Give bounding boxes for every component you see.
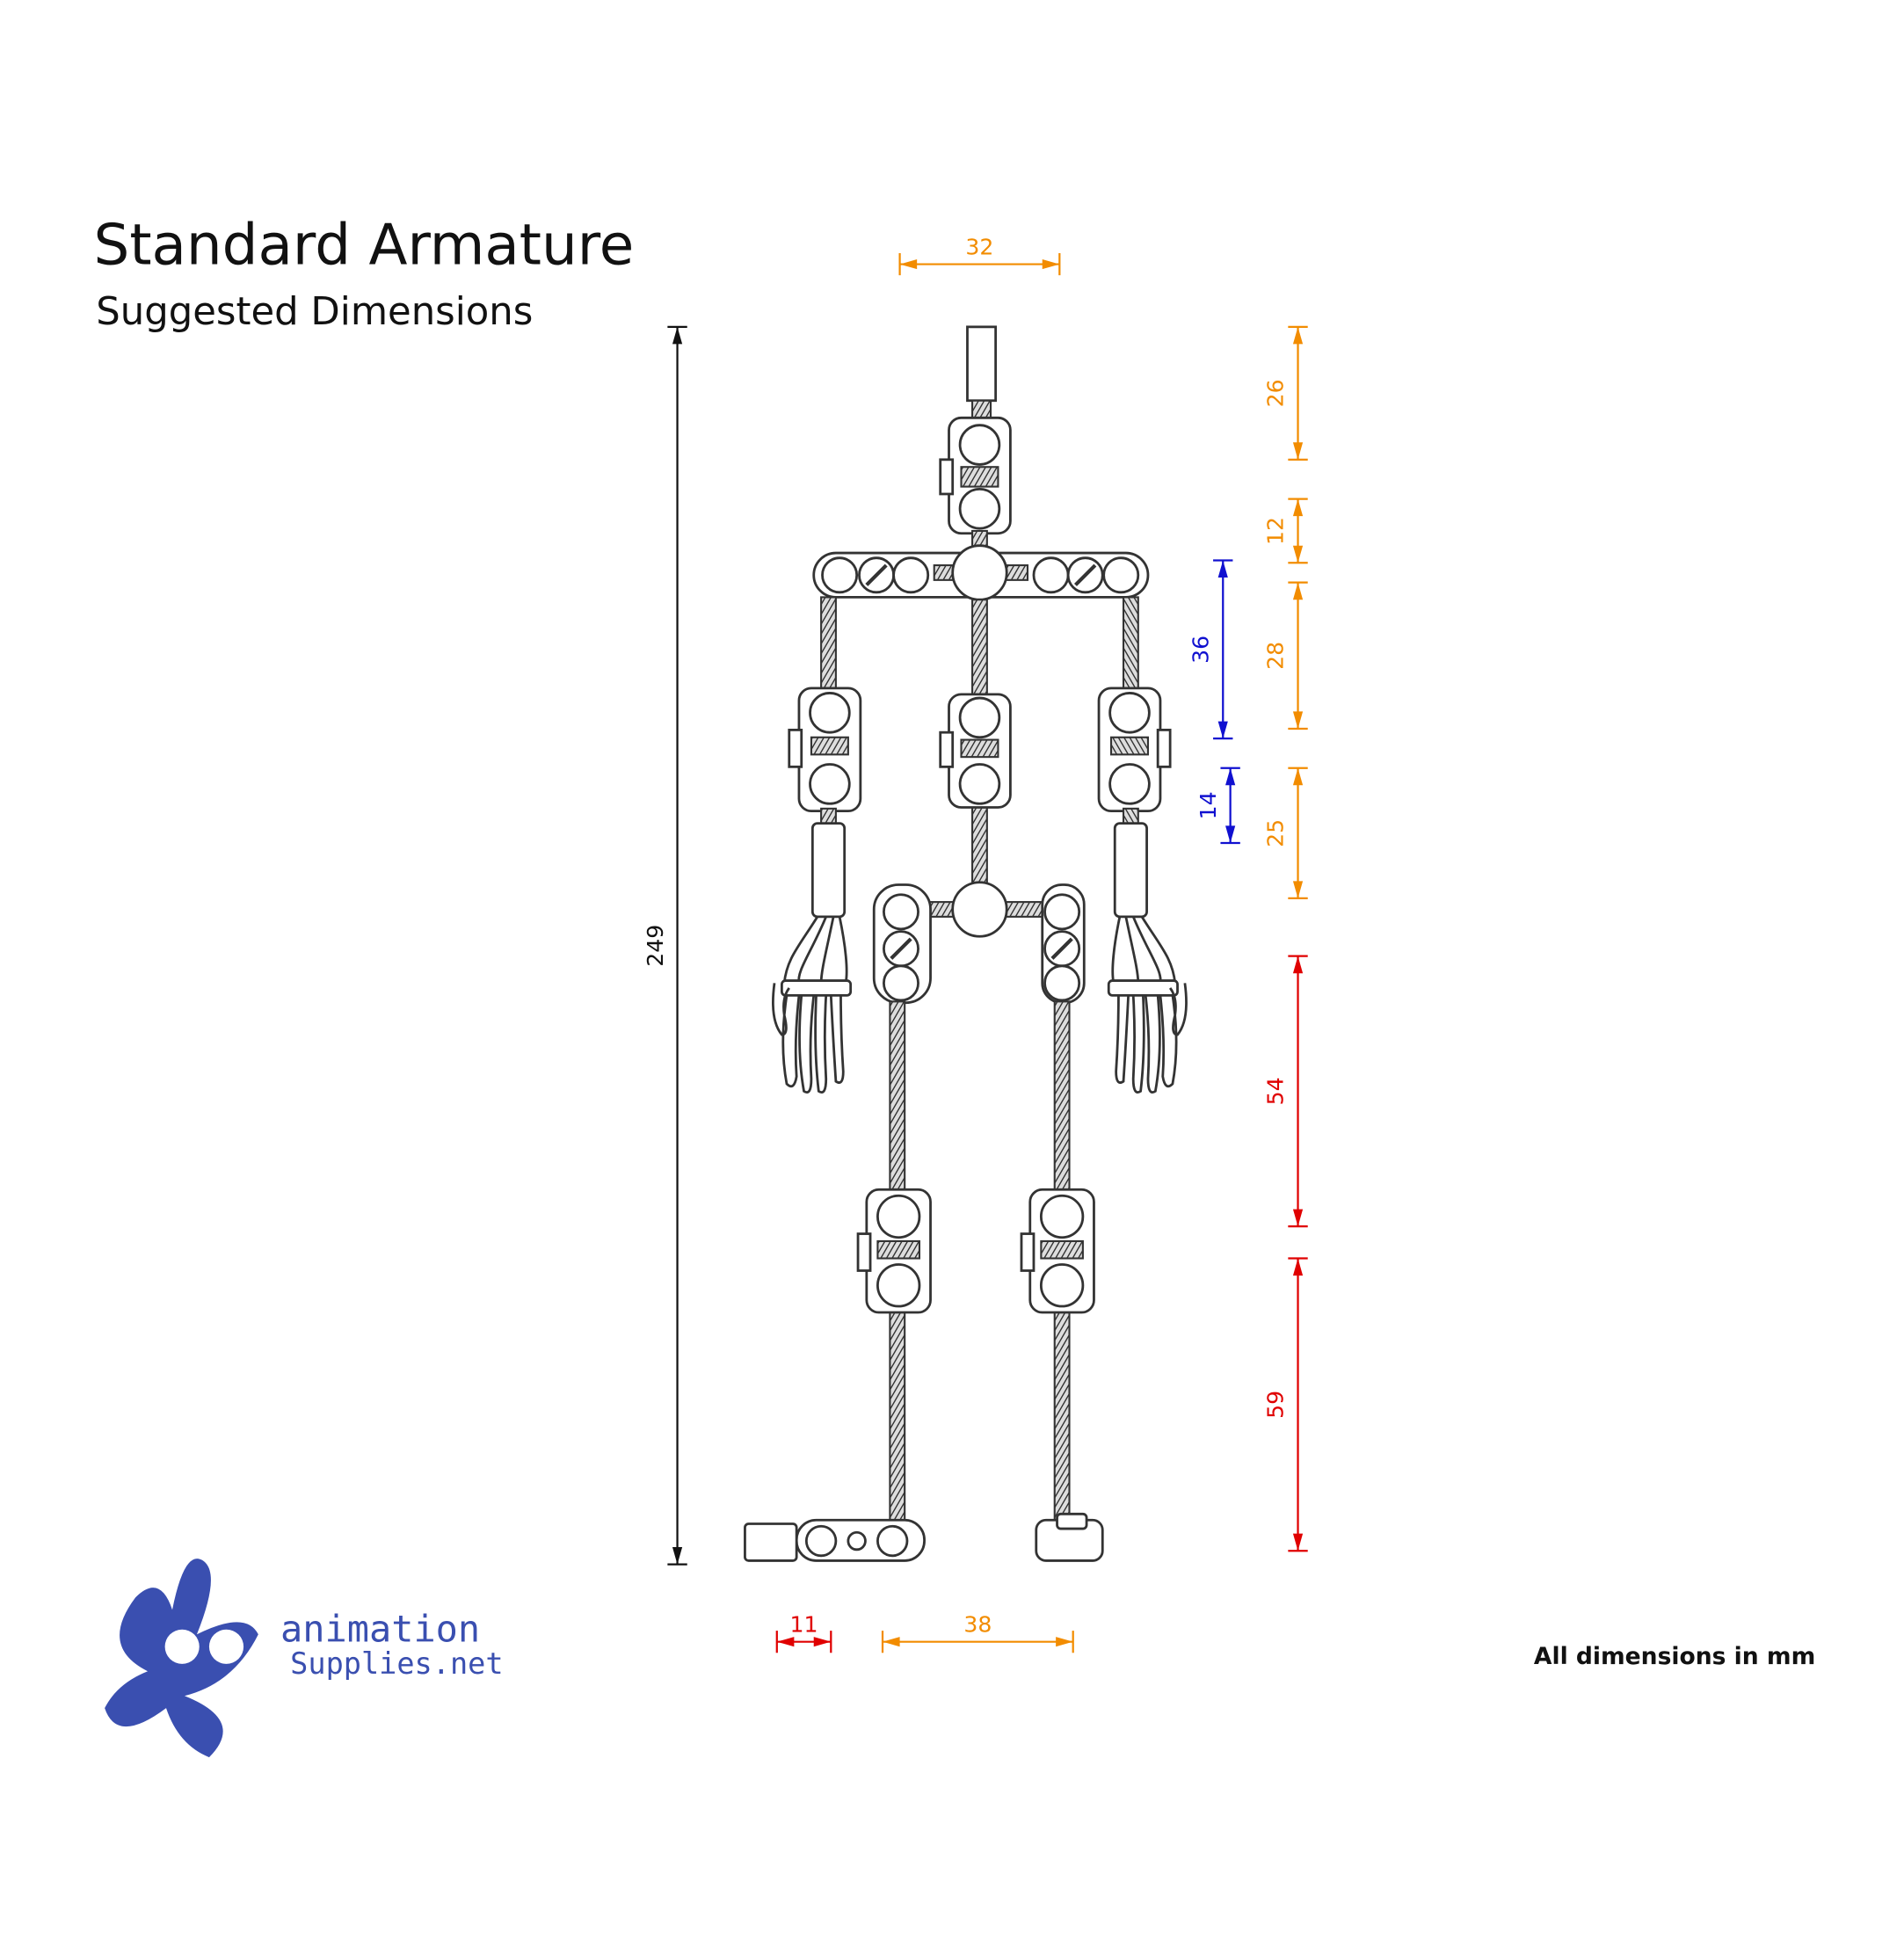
logo: animation Supplies.net bbox=[105, 1559, 504, 1758]
units-note: All dimensions in mm bbox=[1534, 1643, 1815, 1670]
arrowhead bbox=[813, 1637, 832, 1647]
logo-domain: Supplies.net bbox=[290, 1646, 503, 1681]
dimension-label: 54 bbox=[1263, 1077, 1289, 1105]
dimension-label: 25 bbox=[1263, 819, 1289, 847]
arrowhead bbox=[1292, 711, 1304, 729]
dimension-label: 59 bbox=[1263, 1391, 1289, 1419]
arrowhead bbox=[1056, 1637, 1073, 1647]
arrowhead bbox=[1225, 767, 1236, 786]
arrowhead bbox=[1217, 560, 1228, 578]
dimension-label: 28 bbox=[1263, 642, 1289, 670]
arrowhead bbox=[1292, 1209, 1304, 1227]
dimension-label: 32 bbox=[965, 234, 993, 259]
arrowhead bbox=[1292, 956, 1304, 974]
arrowhead bbox=[672, 326, 683, 345]
arrowhead bbox=[1292, 545, 1304, 563]
arrowhead bbox=[1292, 1533, 1304, 1551]
arrowhead bbox=[1292, 767, 1304, 786]
arrowhead bbox=[776, 1637, 795, 1647]
dimension-label: 12 bbox=[1263, 517, 1289, 545]
logo-brand: animation bbox=[280, 1608, 480, 1651]
dimension-label: 26 bbox=[1263, 379, 1289, 407]
arrowhead bbox=[1217, 721, 1228, 739]
dimension-label: 249 bbox=[643, 925, 668, 967]
arrowhead bbox=[1042, 258, 1060, 270]
arrowhead bbox=[1292, 582, 1304, 600]
dimension-label: 11 bbox=[790, 1611, 818, 1637]
arrowhead bbox=[883, 1637, 900, 1647]
arrowhead bbox=[1292, 1258, 1304, 1276]
arrowhead bbox=[1292, 442, 1304, 460]
dimension-label: 36 bbox=[1188, 636, 1213, 664]
arrowhead bbox=[1292, 881, 1304, 898]
arrowhead bbox=[1225, 825, 1236, 844]
dimension-label: 14 bbox=[1195, 791, 1221, 819]
arrowhead bbox=[899, 258, 918, 270]
arrowhead bbox=[1292, 326, 1304, 345]
armature bbox=[744, 325, 1188, 1562]
title: Standard Armature bbox=[94, 213, 635, 279]
arrowhead bbox=[672, 1547, 683, 1565]
dimension-label: 38 bbox=[963, 1611, 992, 1637]
arrowhead bbox=[1292, 498, 1304, 517]
subtitle: Suggested Dimensions bbox=[96, 290, 533, 334]
